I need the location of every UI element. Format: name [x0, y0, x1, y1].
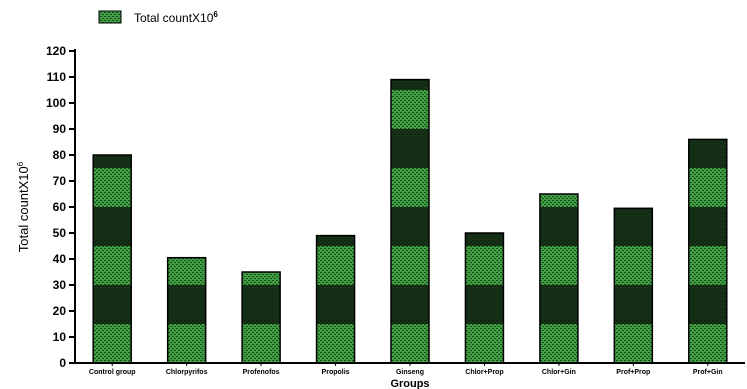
bar-band: [614, 285, 653, 324]
bar: [688, 138, 728, 364]
bar: [613, 207, 654, 364]
bar: [539, 193, 579, 364]
bar-band: [391, 79, 429, 90]
bar-band: [391, 285, 429, 324]
bar-band: [539, 285, 578, 324]
y-tick-label: 10: [53, 330, 67, 344]
y-tick-label: 90: [53, 122, 67, 136]
bar: [166, 256, 207, 364]
bar-band: [465, 285, 504, 324]
bar-band: [93, 285, 132, 324]
bar-band: [391, 129, 429, 168]
category-label: Chlorpyrifos: [166, 369, 208, 376]
bar-band: [539, 207, 578, 246]
bar-band: [614, 208, 653, 246]
y-tick-label: 20: [53, 304, 67, 318]
y-tick-label: 60: [53, 200, 67, 214]
y-tick-label: 0: [59, 356, 66, 370]
x-axis-title: Groups: [390, 378, 429, 389]
category-label: Ginseng: [396, 369, 424, 376]
bar-fill: [93, 155, 132, 363]
bar-band: [465, 233, 504, 246]
category-label: Propolis: [322, 369, 350, 376]
bars: [92, 78, 728, 364]
y-axis-title: Total countX106: [16, 161, 31, 252]
bar: [92, 154, 132, 364]
y-tick-label: 30: [53, 278, 67, 292]
legend: Total countX106: [98, 10, 218, 25]
y-tick-label: 70: [53, 174, 67, 188]
bar-band: [93, 155, 132, 168]
legend-label: Total countX106: [134, 10, 218, 25]
bar: [315, 234, 356, 364]
bar: [464, 232, 505, 364]
category-label: Chlor+Prop: [465, 369, 503, 376]
legend-swatch: [98, 10, 122, 24]
bar-band: [688, 139, 727, 168]
category-label: Control group: [89, 369, 136, 376]
bar-band: [688, 207, 727, 246]
y-ticks: 0 10 20 30 40 50 60 70 80 90 100 110 120: [46, 44, 75, 370]
bar-band: [316, 235, 355, 246]
bar-band: [391, 207, 429, 246]
bar-band: [167, 285, 206, 324]
category-label: Prof+Gin: [693, 369, 723, 376]
y-tick-label: 50: [53, 226, 67, 240]
y-tick-label: 100: [46, 96, 66, 110]
bar-band: [316, 285, 355, 324]
y-tick-label: 80: [53, 148, 67, 162]
bar: [241, 271, 281, 364]
category-labels: Control group Chlorpyrifos Profenofos Propo…: [89, 363, 723, 376]
bar-fill: [688, 139, 727, 363]
y-tick-label: 120: [46, 44, 66, 58]
bar-band: [93, 207, 132, 246]
y-tick-label: 40: [53, 252, 67, 266]
category-label: Prof+Prop: [616, 369, 650, 376]
bar-band: [688, 285, 727, 324]
category-label: Chlor+Gin: [542, 369, 576, 376]
y-tick-label: 110: [47, 70, 67, 84]
bar-band: [242, 285, 281, 324]
category-label: Profenofos: [243, 369, 280, 376]
bar: [390, 78, 430, 364]
